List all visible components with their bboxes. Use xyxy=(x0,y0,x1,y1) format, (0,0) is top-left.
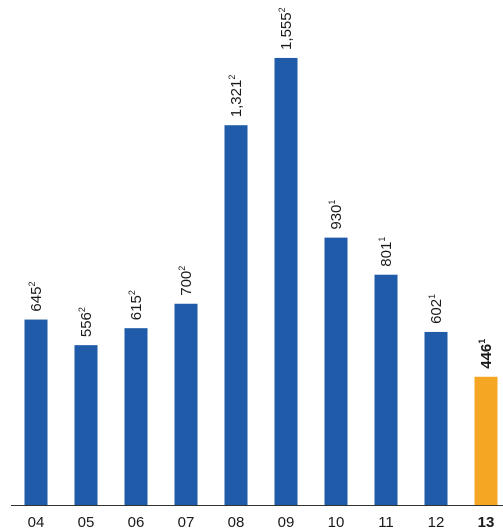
x-tick-label-09: 09 xyxy=(278,514,295,531)
x-tick-label-06: 06 xyxy=(128,514,145,531)
bar-08 xyxy=(224,125,248,506)
x-tick-label-11: 11 xyxy=(378,514,394,531)
bar-12 xyxy=(424,331,448,505)
value-label-05: 5562 xyxy=(77,307,95,337)
value-label-06: 6152 xyxy=(127,290,145,320)
bar-11 xyxy=(374,274,398,505)
x-tick-label-08: 08 xyxy=(228,514,245,531)
bar-10 xyxy=(324,237,348,505)
value-label-13: 4461 xyxy=(477,339,495,369)
value-label-09: 1,5552 xyxy=(277,7,295,50)
x-tick-labels-group: 04 05 06 07 08 09 10 11 12 13 xyxy=(28,514,495,531)
value-label-10: 9301 xyxy=(327,200,345,230)
bars-group xyxy=(24,57,498,506)
value-label-11: 8011 xyxy=(377,237,395,267)
value-label-04: 6452 xyxy=(27,282,45,312)
value-labels-group: 6452 5562 6152 7002 1,3212 1,5552 9301 8011 6021… xyxy=(27,7,495,368)
value-label-12: 6021 xyxy=(427,294,445,324)
bar-13 xyxy=(474,376,498,505)
x-tick-label-10: 10 xyxy=(328,514,345,531)
x-tick-label-07: 07 xyxy=(178,514,195,531)
x-tick-label-04: 04 xyxy=(28,514,45,531)
x-tick-label-12: 12 xyxy=(428,514,445,531)
value-label-08: 1,3212 xyxy=(227,75,245,118)
bar-05 xyxy=(74,345,98,505)
bar-09 xyxy=(274,57,298,505)
bar-07 xyxy=(174,303,198,505)
x-tick-label-13: 13 xyxy=(478,514,495,531)
value-label-07: 7002 xyxy=(177,266,195,296)
bar-04 xyxy=(24,319,48,505)
bar-06 xyxy=(124,328,148,505)
x-tick-label-05: 05 xyxy=(78,514,95,531)
